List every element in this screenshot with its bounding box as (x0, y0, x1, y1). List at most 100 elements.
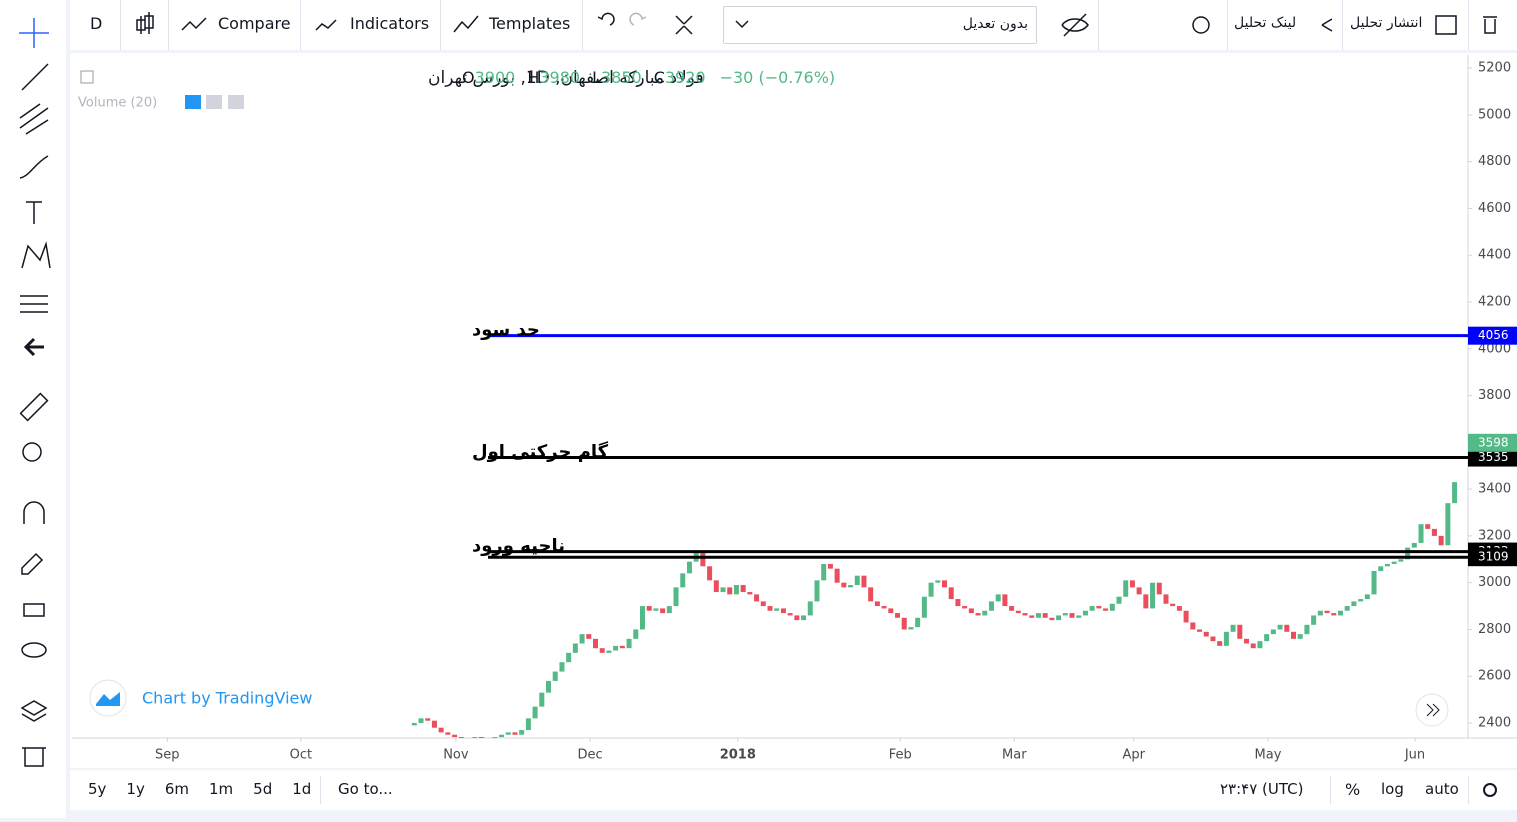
candle (512, 732, 518, 735)
candle (660, 608, 666, 614)
remove-tool[interactable] (22, 747, 46, 767)
volume-remove[interactable] (228, 95, 244, 109)
candle (599, 648, 605, 653)
collapse-button[interactable] (80, 70, 94, 84)
text-tool[interactable] (26, 201, 42, 224)
chart-panel (70, 53, 1517, 768)
goto-button[interactable]: Go to... (338, 780, 393, 798)
log-toggle[interactable]: log (1381, 780, 1404, 798)
candle (1358, 599, 1364, 602)
crosshair-tool[interactable] (19, 18, 49, 48)
candle (1431, 528, 1437, 536)
chart-type-icon[interactable] (136, 12, 154, 34)
drawing-tools (19, 18, 51, 767)
candle (1438, 535, 1444, 546)
candle (606, 650, 612, 653)
candle (546, 680, 552, 693)
candle (774, 608, 780, 611)
toolbar-icons (136, 12, 1497, 37)
candle (1210, 636, 1216, 642)
volume-settings[interactable] (206, 95, 222, 109)
candle (1244, 638, 1250, 644)
delete-button[interactable] (1483, 16, 1497, 34)
price-label: 3109 (1478, 550, 1509, 564)
candle (848, 585, 854, 588)
settings-button[interactable] (1480, 780, 1500, 800)
change: −30 (−0.76%) (720, 68, 836, 87)
candle (1002, 594, 1008, 607)
publish-button[interactable]: انتشار تحلیل (1350, 15, 1423, 31)
range-buttons: 5y 1y 6m 1m 5d 1d (88, 780, 311, 798)
candle (1096, 606, 1102, 609)
undo-button[interactable] (597, 12, 615, 26)
candle (982, 610, 988, 616)
y-tick-label: 4200 (1478, 295, 1511, 310)
candle (713, 580, 719, 593)
layers-tool[interactable] (20, 700, 48, 722)
y-tick-label: 2800 (1478, 622, 1511, 637)
fib-tool[interactable] (19, 103, 49, 135)
candle (559, 662, 565, 672)
candle (1029, 615, 1035, 618)
candle (539, 692, 545, 707)
candle (1076, 615, 1082, 618)
candle (1163, 594, 1169, 604)
c-value: 3920 (665, 68, 706, 87)
redo-button[interactable] (629, 12, 647, 26)
candle (680, 573, 686, 588)
candle (821, 563, 827, 581)
compare-button[interactable]: Compare (218, 14, 291, 33)
volume-visibility[interactable] (185, 95, 201, 109)
magnet-tool[interactable] (23, 501, 45, 524)
candle (720, 587, 726, 593)
range-button[interactable]: 5y (88, 780, 107, 798)
settings-button[interactable] (1192, 16, 1210, 34)
adjust-dropdown[interactable]: بدون تعدیل (723, 6, 1037, 44)
compare-icon (181, 17, 207, 31)
line-tool[interactable] (21, 63, 49, 91)
candle (1317, 610, 1323, 616)
back-tool[interactable] (23, 337, 44, 357)
candle (754, 594, 760, 602)
range-button[interactable]: 1d (292, 780, 312, 798)
hide-tool[interactable] (21, 642, 47, 658)
scroll-button[interactable] (1415, 693, 1449, 727)
candle (579, 634, 585, 644)
x-tick-label: Dec (578, 748, 603, 763)
measure-tool[interactable] (19, 392, 49, 422)
top-toolbar: D Compare Indicators Templates بدون تعدی… (70, 0, 1517, 50)
templates-button[interactable]: Templates (489, 14, 571, 33)
indicators-button[interactable]: Indicators (350, 14, 430, 33)
candle (1150, 582, 1156, 609)
candle (834, 568, 840, 583)
candle (1156, 582, 1162, 595)
ohlc: O3900 H3980 L3850 C3920 −30 (−0.76%) (462, 68, 835, 87)
candle (1411, 542, 1417, 548)
auto-toggle[interactable]: auto (1425, 780, 1459, 798)
pattern-tool[interactable] (21, 241, 51, 269)
range-button[interactable]: 5d (253, 780, 273, 798)
interval[interactable]: D (90, 14, 103, 33)
range-button[interactable]: 1y (126, 780, 145, 798)
zoom-tool[interactable] (22, 442, 42, 462)
link-button[interactable]: لینک تحلیل (1234, 15, 1297, 31)
prediction-tool[interactable] (20, 295, 48, 313)
hide-button[interactable] (1061, 13, 1089, 37)
range-button[interactable]: 6m (164, 780, 189, 798)
watermark-text[interactable]: Chart by TradingView (142, 689, 312, 708)
last-price-label: 3598 (1478, 435, 1509, 449)
fullscreen-button[interactable] (675, 15, 693, 35)
candle (988, 601, 994, 611)
range-button[interactable]: 1m (209, 780, 234, 798)
percent-toggle[interactable]: % (1345, 780, 1361, 799)
candle (1344, 606, 1350, 611)
candle (1291, 631, 1296, 639)
lock-tool[interactable] (23, 603, 45, 617)
time-zone[interactable]: ۲۳:۴۷ (UTC) (1220, 780, 1304, 798)
candle (1015, 610, 1021, 614)
lock-drawing-tool[interactable] (21, 552, 44, 575)
candle (955, 599, 961, 607)
candle (1337, 610, 1343, 616)
candle (942, 580, 947, 588)
brush-tool[interactable] (19, 155, 49, 179)
